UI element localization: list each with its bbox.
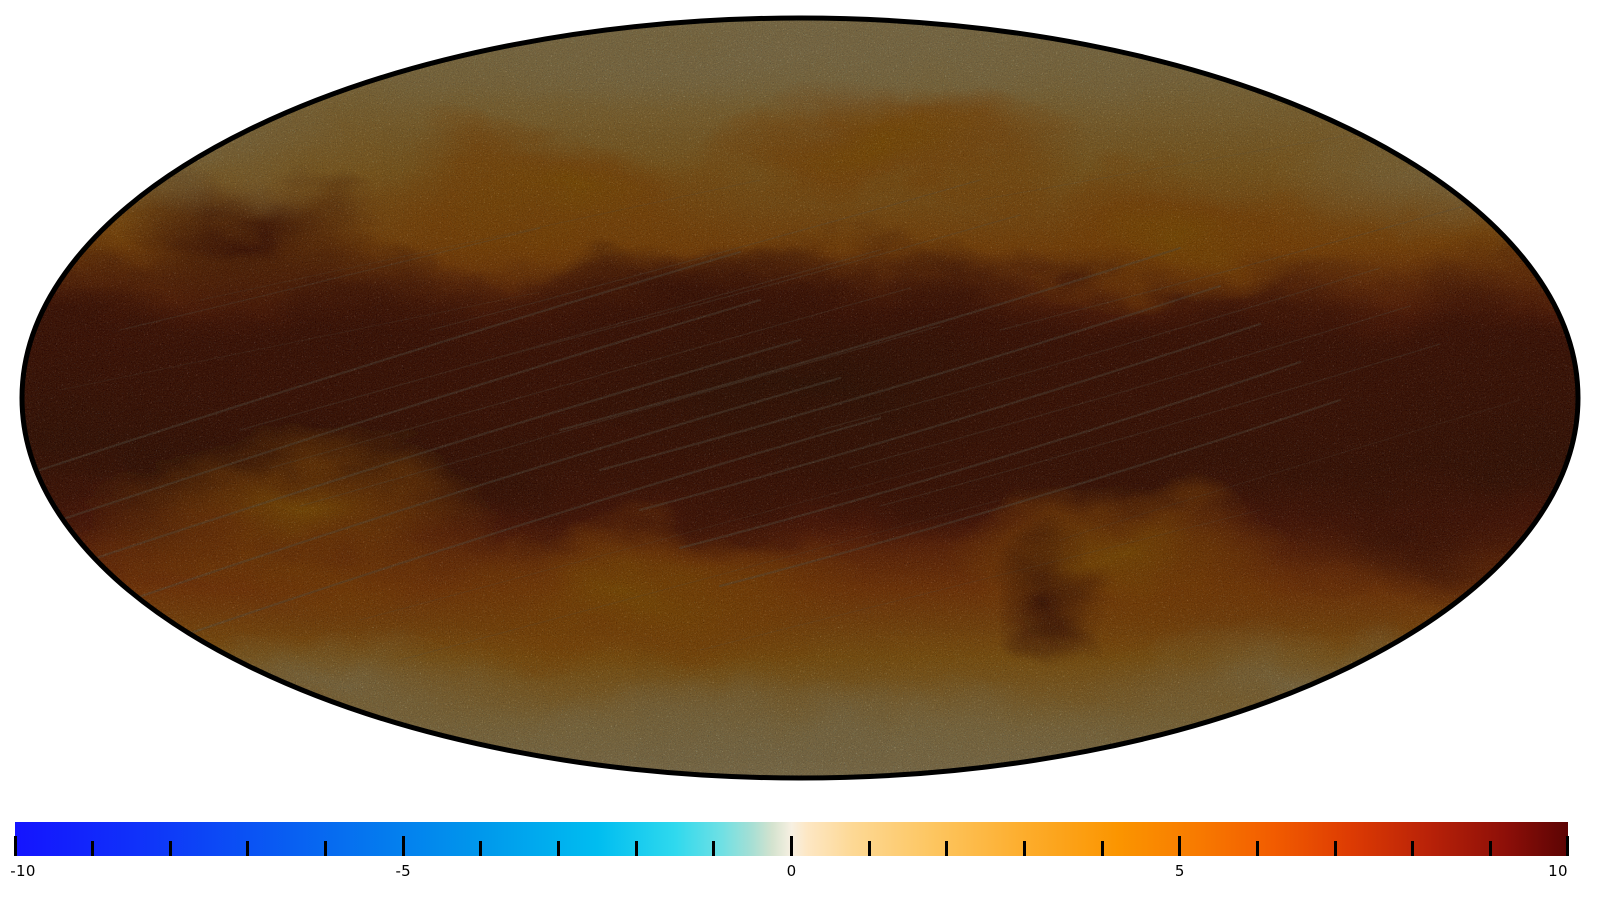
colorbar-tick-label: 0: [786, 862, 797, 880]
mollweide-projection-canvas: [19, 15, 1581, 781]
sky-map-data-layer: [22, 18, 1578, 778]
colorbar-tick-label: 5: [1174, 862, 1185, 880]
colorbar-tick-label: -5: [395, 862, 412, 880]
colorbar-tick-label: -10: [10, 862, 36, 880]
projection-border: [19, 15, 1581, 781]
colorbar-panel: -10 -5 0 5 10: [0, 800, 1600, 902]
colorbar-gradient[interactable]: [15, 822, 1568, 856]
colorbar-tick-label: 10: [1548, 862, 1568, 880]
grey-speckle-layer: [22, 18, 1578, 778]
sky-map-figure: [19, 15, 1581, 781]
